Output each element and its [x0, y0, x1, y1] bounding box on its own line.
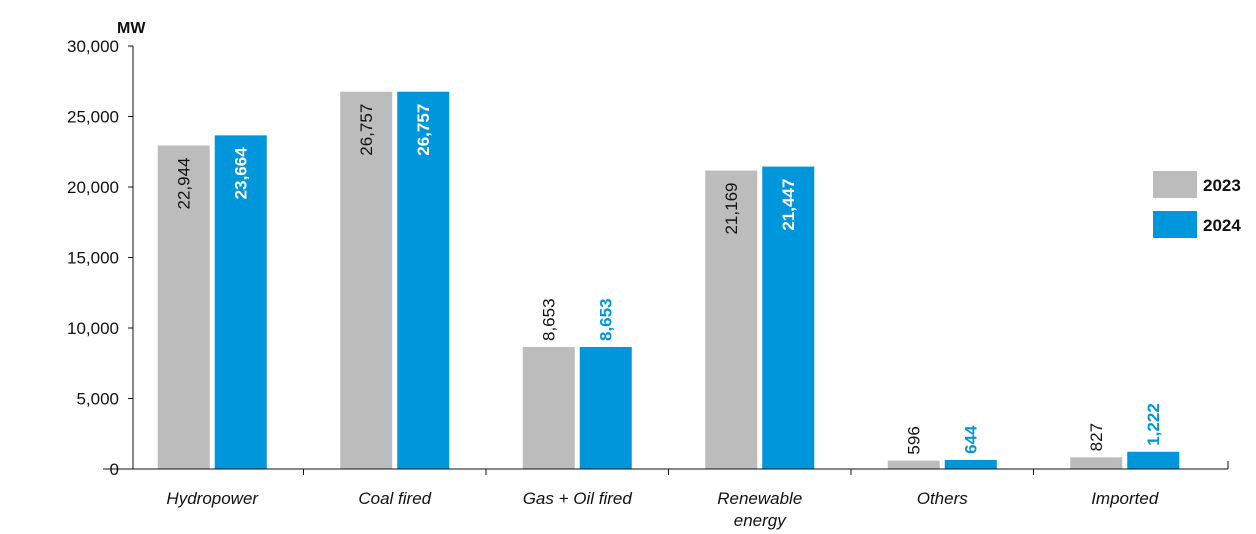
- y-tick-label: 20,000: [67, 178, 119, 197]
- legend-label-2024: 2024: [1203, 216, 1241, 235]
- x-category-label: Imported: [1091, 489, 1159, 508]
- legend: 2023 2024: [1153, 171, 1241, 238]
- x-axis: Hydropower Coal fired Gas + Oil fired Renew…: [103, 461, 1229, 530]
- y-tick-label: 30,000: [67, 37, 119, 56]
- x-category-label: Others: [917, 489, 969, 508]
- data-label-2024: 1,222: [1144, 403, 1163, 446]
- x-category-label: Coal fired: [358, 489, 431, 508]
- data-label-2023: 26,757: [357, 104, 376, 156]
- legend-swatch-2023: [1153, 171, 1197, 198]
- data-label-2024: 644: [962, 425, 981, 454]
- legend-swatch-2024: [1153, 211, 1197, 238]
- x-category-label: Renewable: [717, 489, 802, 508]
- data-label-2023: 827: [1087, 423, 1106, 451]
- bar-2024: [214, 135, 267, 470]
- data-label-2024: 26,757: [414, 104, 433, 156]
- data-label-2024: 21,447: [779, 179, 798, 231]
- bar-2023: [157, 145, 210, 469]
- y-axis-unit-label: MW: [117, 20, 146, 37]
- bar-2023: [1070, 457, 1123, 469]
- bar-2024: [944, 459, 997, 469]
- y-tick-label: 10,000: [67, 319, 119, 338]
- x-category-label: energy: [734, 511, 787, 530]
- y-tick-label: 15,000: [67, 249, 119, 268]
- data-label-2024: 8,653: [597, 298, 616, 341]
- y-tick-label: 25,000: [67, 108, 119, 127]
- data-label-2023: 596: [905, 426, 924, 454]
- data-label-2024: 23,664: [232, 147, 251, 200]
- bar-2023: [705, 170, 758, 470]
- bars: 22,944 23,664 26,757 26,757 8,653 8,653 21,169…: [157, 91, 1180, 470]
- bar-2024: [1127, 451, 1180, 469]
- legend-label-2023: 2023: [1203, 176, 1241, 195]
- data-label-2023: 8,653: [540, 298, 559, 341]
- data-label-2023: 21,169: [722, 183, 741, 235]
- x-category-label: Hydropower: [166, 489, 259, 508]
- bar-2023: [340, 91, 393, 469]
- bar-2023: [522, 346, 575, 469]
- bar-2024: [579, 346, 632, 469]
- bar-2023: [887, 460, 940, 469]
- bar-2024: [397, 91, 450, 469]
- bar-2024: [762, 166, 815, 470]
- data-label-2023: 22,944: [175, 157, 194, 209]
- x-category-label: Gas + Oil fired: [523, 489, 633, 508]
- y-tick-label: 5,000: [76, 390, 119, 409]
